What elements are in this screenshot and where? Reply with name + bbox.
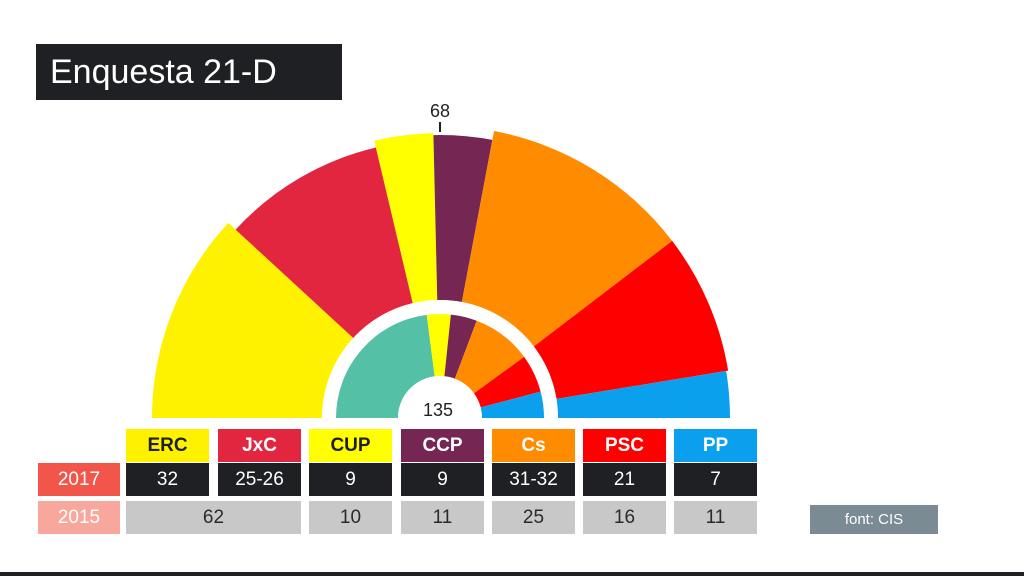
party-header-pp: PP [674, 429, 757, 462]
party-header-psc: PSC [583, 429, 666, 462]
seats-2015-cs: 25 [492, 501, 575, 534]
seats-2015-psc: 16 [583, 501, 666, 534]
year-label-2017: 2017 [38, 463, 120, 496]
party-header-erc: ERC [126, 429, 209, 462]
seats-2017-cs: 31-32 [492, 463, 575, 496]
seat-arc-2017-psc [533, 240, 729, 399]
seat-arc-2017-cup [374, 133, 438, 304]
seats-2017-jxc: 25-26 [218, 463, 301, 496]
seat-arc-2017-erc [152, 222, 354, 418]
year-label-2015: 2015 [38, 501, 120, 534]
seat-arc-2015-psc [473, 356, 541, 408]
majority-label: 68 [430, 101, 450, 121]
separator-ring [322, 300, 558, 418]
seat-arc-2015-pp [480, 391, 544, 418]
seat-arc-2017-pp [556, 370, 730, 418]
seat-arc-2015-ccp [444, 314, 477, 379]
bottom-rule [0, 572, 1024, 576]
total-seats-label: 135 [423, 400, 453, 420]
seat-arc-2015-cs [454, 320, 525, 394]
chart-title: Enquesta 21-D [36, 44, 342, 100]
seat-arc-2015-erc-jxc [336, 314, 435, 418]
seat-arc-2017-ccp [433, 135, 493, 303]
party-header-cs: Cs [492, 429, 575, 462]
seats-2015-cup: 10 [309, 501, 392, 534]
seats-2015-ccp: 11 [401, 501, 484, 534]
party-header-jxc: JxC [218, 429, 301, 462]
source-note: font: CIS [810, 505, 938, 534]
seats-2015-pp: 11 [674, 501, 757, 534]
party-header-cup: CUP [309, 429, 392, 462]
seat-arc-2017-jxc [235, 147, 413, 339]
seat-arc-2017-cs [461, 131, 673, 347]
seats-2015-erc-jxc: 62 [126, 501, 301, 534]
seats-2017-cup: 9 [309, 463, 392, 496]
seats-2017-pp: 7 [674, 463, 757, 496]
seat-arc-2015-cup [426, 314, 451, 377]
party-header-ccp: CCP [401, 429, 484, 462]
center-disk [398, 376, 482, 418]
seats-2017-psc: 21 [583, 463, 666, 496]
seats-2017-erc: 32 [126, 463, 209, 496]
seats-2017-ccp: 9 [401, 463, 484, 496]
